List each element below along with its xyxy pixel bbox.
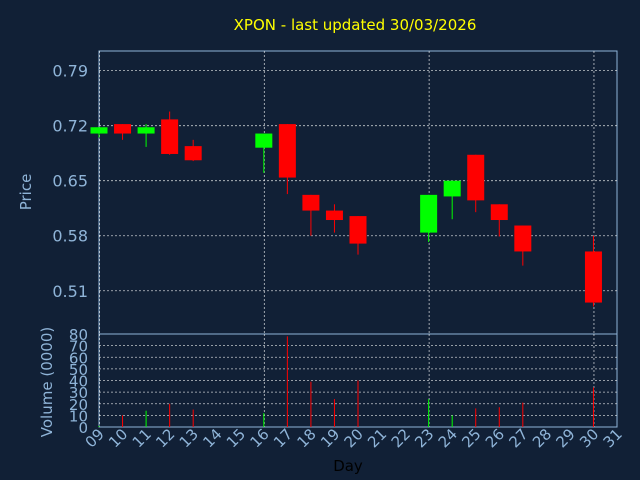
day-tick-label: 17	[270, 425, 296, 451]
day-tick-label: 11	[129, 425, 155, 451]
day-tick-label: 26	[482, 425, 508, 451]
day-tick-label: 15	[223, 425, 249, 451]
price-tick-label: 0.58	[52, 227, 88, 246]
day-tick-label: 31	[600, 425, 626, 451]
volume-tick-label: 30	[69, 384, 88, 402]
price-tick-label: 0.79	[52, 62, 88, 81]
price-tick-label: 0.65	[52, 172, 88, 191]
price-axis-label: Price	[17, 174, 35, 211]
day-tick-label: 21	[364, 425, 390, 451]
price-tick-label: 0.51	[52, 282, 88, 301]
day-tick-label: 16	[246, 425, 272, 451]
volume-tick-label: 20	[69, 396, 88, 414]
candle-body	[584, 251, 602, 303]
day-tick-label: 12	[152, 425, 178, 451]
candle-body	[490, 204, 508, 221]
day-tick-label: 10	[105, 425, 131, 451]
volume-tick-label: 80	[69, 326, 88, 344]
day-tick-label: 22	[388, 425, 414, 451]
candle-body	[302, 194, 320, 211]
volume-tick-label: 10	[69, 407, 88, 425]
candle-body	[114, 124, 132, 134]
day-tick-label: 18	[294, 425, 320, 451]
price-panel: 0.51 0.58 0.65 0.72 0.79	[52, 50, 618, 335]
candle-body	[467, 154, 485, 201]
volume-tick-label: 0	[78, 419, 88, 437]
day-tick-label: 23	[411, 425, 437, 451]
day-tick-label: 28	[529, 425, 555, 451]
day-tick-label: 30	[576, 425, 602, 451]
price-tick-label: 0.72	[52, 117, 88, 136]
chart-title: XPON - last updated 30/03/2026	[234, 16, 477, 34]
day-tick-label: 13	[176, 425, 202, 451]
candle-body	[420, 194, 438, 233]
volume-axis-label: Volume (0000)	[38, 327, 56, 437]
day-tick-label: 29	[553, 425, 579, 451]
price-plot-frame	[98, 50, 618, 335]
candle-body	[325, 210, 343, 221]
volume-tick-label: 50	[69, 361, 88, 379]
candle-body	[278, 124, 296, 178]
candle-body	[90, 127, 108, 134]
candle-body	[349, 216, 367, 244]
candle-body	[137, 127, 155, 134]
day-tick-label: 27	[505, 425, 531, 451]
day-tick-label: 14	[199, 425, 225, 451]
volume-panel: 0102030405060708009101112131415161718192…	[69, 326, 626, 451]
candle-body	[184, 146, 202, 161]
candle-body	[443, 180, 461, 197]
candle-body	[514, 225, 532, 252]
day-axis-label: Day	[333, 457, 363, 475]
candle-body	[161, 119, 179, 154]
volume-tick-label: 60	[69, 349, 88, 367]
day-tick-label: 25	[458, 425, 484, 451]
day-tick-label: 19	[317, 425, 343, 451]
candle-body	[255, 133, 273, 148]
volume-tick-label: 40	[69, 373, 88, 391]
day-tick-label: 24	[435, 425, 461, 451]
volume-tick-label: 70	[69, 338, 88, 356]
day-tick-label: 20	[341, 425, 367, 451]
